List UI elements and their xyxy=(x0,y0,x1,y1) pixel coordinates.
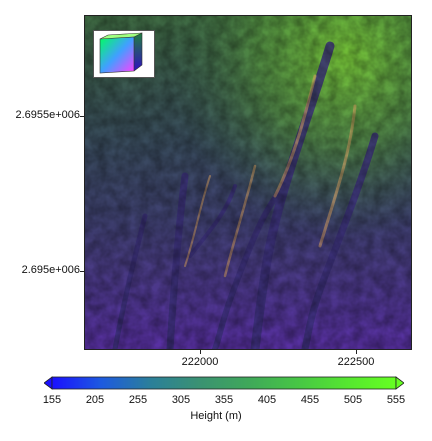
y-tick-label: 2.695e+006 xyxy=(21,264,80,276)
y-tick-mark xyxy=(80,271,84,272)
terrain-map xyxy=(84,15,412,350)
colorbar-tick-label: 305 xyxy=(171,394,191,406)
x-tick-label: 222000 xyxy=(181,356,219,368)
colorbar-title: Height (m) xyxy=(190,410,242,422)
x-tick-label: 222500 xyxy=(337,356,375,368)
y-tick-mark xyxy=(80,116,84,117)
rgb-color-cube-icon xyxy=(93,30,155,78)
colorbar-tick-label: 455 xyxy=(300,394,320,406)
terrain-relief-image xyxy=(85,16,411,349)
colorbar-tick-label: 405 xyxy=(257,394,277,406)
colorbar-tick-label: 555 xyxy=(386,394,406,406)
colorbar-tick-label: 505 xyxy=(343,394,363,406)
colorbar-gradient xyxy=(51,376,397,390)
y-tick-label: 2.6955e+006 xyxy=(15,109,80,121)
colorbar-max-arrow xyxy=(395,376,404,390)
colorbar-tick-label: 205 xyxy=(85,394,105,406)
x-tick-mark xyxy=(356,350,357,354)
colorbar-tick-label: 255 xyxy=(128,394,148,406)
colorbar-tick-label: 155 xyxy=(42,394,62,406)
colorbar-tick-label: 355 xyxy=(214,394,234,406)
x-tick-mark xyxy=(200,350,201,354)
colorbar-min-arrow xyxy=(44,376,53,390)
height-colorbar xyxy=(44,376,404,390)
